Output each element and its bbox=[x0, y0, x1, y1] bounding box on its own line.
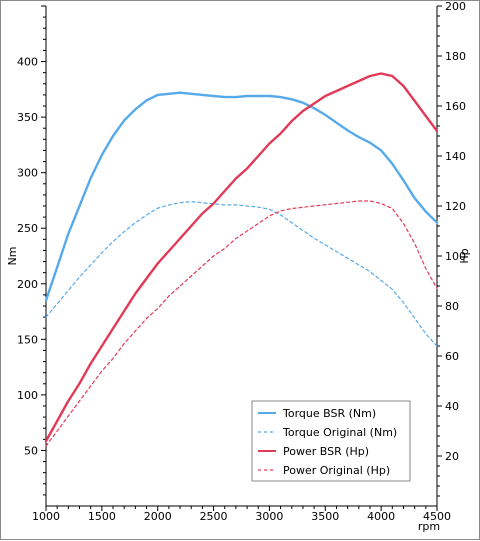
legend: Torque BSR (Nm) Torque Original (Nm) Power… bbox=[251, 400, 411, 482]
y2-tick-label: 40 bbox=[445, 400, 459, 413]
x-tick-label: 4000 bbox=[367, 510, 395, 523]
legend-box bbox=[251, 400, 411, 482]
x-tick-label: 1500 bbox=[88, 510, 116, 523]
y2-tick-label: 20 bbox=[445, 450, 459, 463]
series-line-0 bbox=[44, 91, 439, 302]
x-tick-label: 4500 bbox=[423, 510, 451, 523]
x-axis-unit: rpm bbox=[418, 520, 440, 533]
legend-label: Torque Original (Nm) bbox=[282, 426, 397, 439]
y2-tick-label: 80 bbox=[445, 300, 459, 313]
y2-tick-label: 120 bbox=[445, 200, 466, 213]
y-tick-label: 50 bbox=[24, 444, 38, 457]
axes: 50 100 150 200 250 300 350 400 20 40 60 80 100 120 140… bbox=[6, 1, 471, 533]
legend-label: Power BSR (Hp) bbox=[283, 445, 369, 458]
series-line-3 bbox=[45, 200, 438, 447]
y-tick-label: 200 bbox=[17, 278, 38, 291]
legend-label: Power Original (Hp) bbox=[283, 464, 390, 477]
y2-tick-label: 180 bbox=[445, 50, 466, 63]
y2-tick-label: 60 bbox=[445, 350, 459, 363]
x-tick-label: 1000 bbox=[32, 510, 60, 523]
y2-tick-label: 160 bbox=[445, 100, 466, 113]
x-tick-label: 2500 bbox=[200, 510, 228, 523]
y-tick-label: 100 bbox=[17, 389, 38, 402]
y2-tick-label: 200 bbox=[445, 1, 466, 13]
y-tick-label: 350 bbox=[17, 111, 38, 124]
series-line-1 bbox=[45, 201, 438, 347]
y2-axis-title: Hp bbox=[458, 248, 471, 263]
y-tick-label: 400 bbox=[17, 56, 38, 69]
legend-label: Torque BSR (Nm) bbox=[282, 407, 376, 420]
x-tick-label: 3000 bbox=[255, 510, 283, 523]
x-tick-label: 3500 bbox=[311, 510, 339, 523]
y2-tick-label: 100 bbox=[445, 250, 466, 263]
series-line-2 bbox=[44, 72, 439, 443]
y-tick-label: 150 bbox=[17, 333, 38, 346]
y-tick-label: 250 bbox=[17, 222, 38, 235]
y2-tick-label: 140 bbox=[445, 150, 466, 163]
x-tick-label: 2000 bbox=[144, 510, 172, 523]
y-axis-title: Nm bbox=[6, 247, 19, 266]
y-tick-label: 300 bbox=[17, 167, 38, 180]
series-layer bbox=[44, 72, 439, 447]
